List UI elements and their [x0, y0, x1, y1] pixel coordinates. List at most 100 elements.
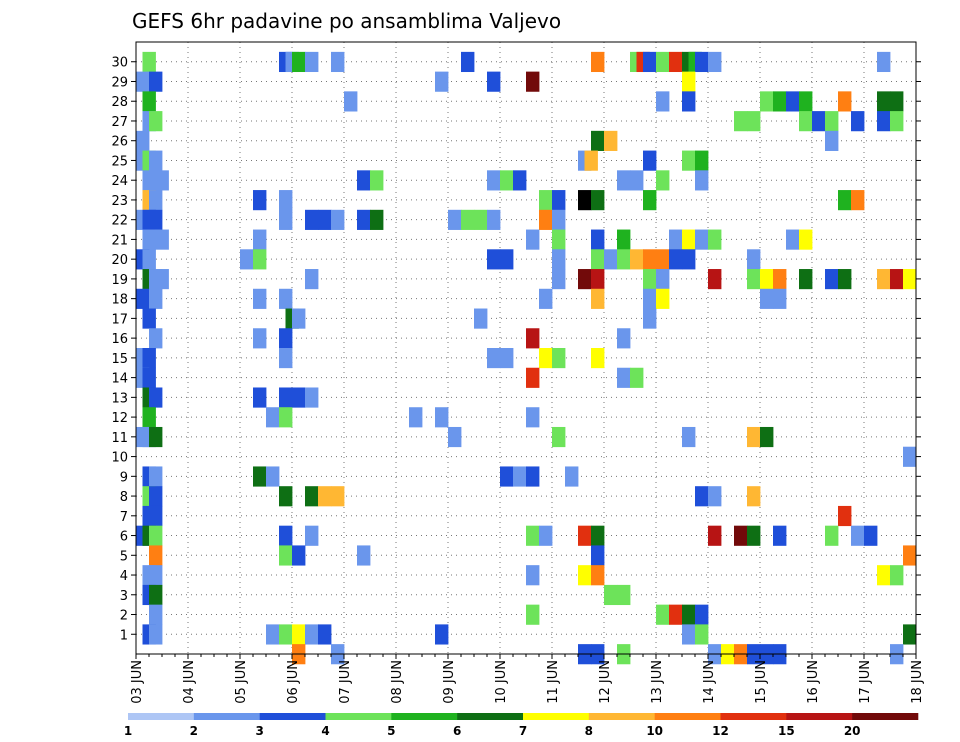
heatmap-cell — [877, 269, 891, 290]
x-tick-label: 18 JUN — [910, 660, 925, 704]
heatmap-cell — [591, 130, 605, 151]
heatmap-cell — [142, 51, 156, 73]
heatmap-cell — [669, 604, 683, 625]
heatmap-cell — [539, 525, 553, 546]
x-tick-label: 11 JUN — [546, 660, 561, 704]
heatmap-cell — [617, 584, 631, 606]
heatmap-cell — [142, 308, 156, 329]
heatmap-cell — [253, 387, 267, 408]
colorbar-swatch — [654, 713, 721, 720]
heatmap-cell — [591, 51, 605, 73]
heatmap-cell — [578, 190, 592, 211]
heatmap-cell — [773, 288, 787, 309]
heatmap-cell — [142, 367, 156, 388]
heatmap-cell — [552, 209, 566, 230]
heatmap-cell — [695, 486, 709, 507]
heatmap-cell — [786, 229, 800, 250]
x-tick-label: 12 JUN — [598, 660, 613, 704]
y-tick-label: 12 — [111, 411, 128, 426]
colorbar-label: 20 — [844, 724, 861, 738]
heatmap-cell — [253, 288, 267, 309]
y-tick-label: 19 — [111, 273, 128, 288]
heatmap-cell — [838, 190, 852, 211]
y-tick-label: 4 — [120, 569, 128, 584]
heatmap-cell — [136, 130, 150, 151]
x-tick-label: 10 JUN — [494, 660, 509, 704]
heatmap-cell — [149, 288, 163, 309]
heatmap-cell — [279, 387, 293, 408]
heatmap-cell — [773, 525, 787, 546]
heatmap-cell — [149, 565, 163, 586]
heatmap-cell — [526, 466, 540, 487]
heatmap-cell — [864, 525, 878, 546]
heatmap-cell — [708, 486, 722, 507]
heatmap-cell — [149, 584, 163, 606]
heatmap-cell — [734, 111, 748, 132]
heatmap-cell — [448, 209, 462, 230]
heatmap-cell — [136, 288, 150, 309]
heatmap-cell — [708, 525, 722, 546]
heatmap-cell — [292, 624, 306, 645]
heatmap-cell — [799, 269, 813, 290]
heatmap-cell — [331, 209, 345, 230]
colorbar-swatch — [193, 713, 260, 720]
y-tick-label: 7 — [120, 510, 128, 525]
heatmap-cell — [760, 426, 774, 448]
y-tick-label: 29 — [111, 75, 128, 90]
y-tick-label: 11 — [111, 431, 128, 446]
heatmap-cell — [305, 486, 319, 507]
heatmap-cell — [149, 525, 163, 546]
heatmap-cell — [526, 229, 540, 250]
heatmap-cell — [903, 446, 917, 467]
heatmap-cell — [279, 624, 293, 645]
heatmap-cell — [552, 249, 566, 270]
heatmap-cell — [487, 170, 501, 191]
heatmap-cell — [279, 288, 293, 309]
y-tick-label: 27 — [111, 115, 128, 130]
heatmap-cell — [630, 170, 644, 191]
y-tick-label: 14 — [111, 372, 128, 387]
heatmap-cell — [890, 91, 904, 112]
heatmap-cell — [526, 407, 540, 428]
heatmap-cell — [253, 190, 267, 211]
heatmap-cell — [695, 624, 709, 645]
heatmap-cell — [305, 269, 319, 290]
heatmap-cell — [617, 229, 631, 250]
heatmap-cell — [656, 288, 670, 309]
heatmap-cell — [149, 150, 163, 171]
heatmap-cell — [149, 624, 163, 645]
colorbar-swatch — [128, 713, 195, 720]
y-tick-label: 26 — [111, 135, 128, 150]
colorbar-swatch — [523, 713, 590, 720]
y-tick-label: 1 — [120, 628, 128, 643]
heatmap-cell — [643, 150, 657, 171]
heatmap-cell — [890, 111, 904, 132]
heatmap-cell — [487, 348, 501, 369]
heatmap-cell — [435, 407, 449, 428]
x-tick-label: 06 JUN — [286, 660, 301, 704]
heatmap-cell — [552, 229, 566, 250]
heatmap-cell — [890, 565, 904, 586]
heatmap-cell — [838, 505, 852, 527]
colorbar-label: 6 — [453, 724, 461, 738]
x-tick-label: 15 JUN — [754, 660, 769, 704]
heatmap-cell — [773, 269, 787, 290]
colorbar-label: 12 — [712, 724, 729, 738]
y-tick-label: 6 — [120, 530, 128, 545]
heatmap-cell — [682, 150, 696, 171]
heatmap-cell — [682, 91, 696, 112]
heatmap-cell — [643, 249, 657, 270]
y-tick-label: 30 — [111, 56, 128, 71]
heatmap-cell — [279, 190, 293, 211]
y-axis: 1234567891011121314151617181920212223242… — [111, 56, 921, 643]
heatmap-cell — [155, 229, 169, 250]
y-tick-label: 17 — [111, 312, 128, 327]
x-tick-label: 09 JUN — [442, 660, 457, 704]
heatmap-cell — [656, 170, 670, 191]
heatmap-cell — [799, 229, 813, 250]
heatmap-cell — [851, 525, 865, 546]
heatmap-cell — [656, 604, 670, 625]
heatmap-cell — [591, 565, 605, 586]
heatmap-cell — [747, 486, 761, 507]
